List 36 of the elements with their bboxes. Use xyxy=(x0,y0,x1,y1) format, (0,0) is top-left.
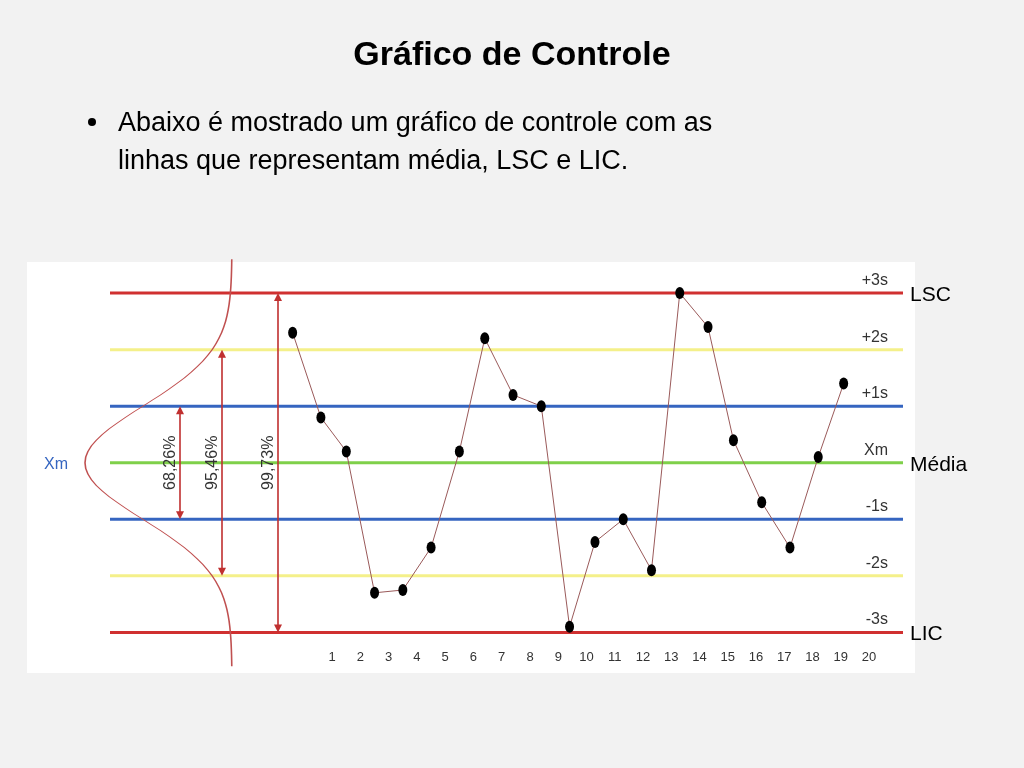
ref-line-label: Média xyxy=(910,451,968,475)
y-tick-label: -2s xyxy=(865,553,888,571)
x-tick-label: 2 xyxy=(356,649,365,664)
y-tick-label: -3s xyxy=(865,610,888,628)
x-tick-label: 10 xyxy=(579,649,594,664)
annotation: 68,26% xyxy=(161,435,178,490)
x-tick-label: 12 xyxy=(635,649,651,664)
x-tick-label: 20 xyxy=(861,649,877,664)
x-tick-label: 5 xyxy=(441,649,449,664)
chart-title: Gráfico de Controle xyxy=(353,34,671,72)
x-tick-label: 15 xyxy=(720,649,736,664)
x-tick-label: 9 xyxy=(554,649,562,664)
x-tick-label: 8 xyxy=(526,649,534,664)
x-tick-label: 16 xyxy=(748,649,764,664)
x-tick-label: 1 xyxy=(328,649,336,664)
x-tick-label: 18 xyxy=(805,649,820,664)
ref-line-label: LSC xyxy=(910,282,951,306)
annotation: 99,73% xyxy=(259,435,276,490)
x-tick-label: 6 xyxy=(469,649,478,664)
x-tick-label: 14 xyxy=(692,649,707,664)
y-tick-label: +2s xyxy=(861,327,888,345)
x-tick-label: 3 xyxy=(385,649,393,664)
x-tick-label: 4 xyxy=(413,649,421,664)
x-tick-label: 17 xyxy=(777,649,792,664)
chart-subtitle: Abaixo é mostrado um gráfico de controle com as linhas que representam média, LSC e LIC. xyxy=(118,107,713,175)
x-tick-label: 7 xyxy=(498,649,506,664)
y-tick-label: -1s xyxy=(865,497,888,515)
y-tick-label: +3s xyxy=(861,271,888,289)
x-tick-label: 19 xyxy=(833,649,849,664)
annotation: Xm xyxy=(44,454,68,472)
x-tick-label: 13 xyxy=(664,649,679,664)
annotation: 95,46% xyxy=(203,435,220,490)
ref-line-label: LIC xyxy=(910,621,943,645)
y-tick-label: +1s xyxy=(861,384,888,402)
y-tick-label: Xm xyxy=(864,440,888,458)
x-tick-label: 11 xyxy=(608,649,622,664)
